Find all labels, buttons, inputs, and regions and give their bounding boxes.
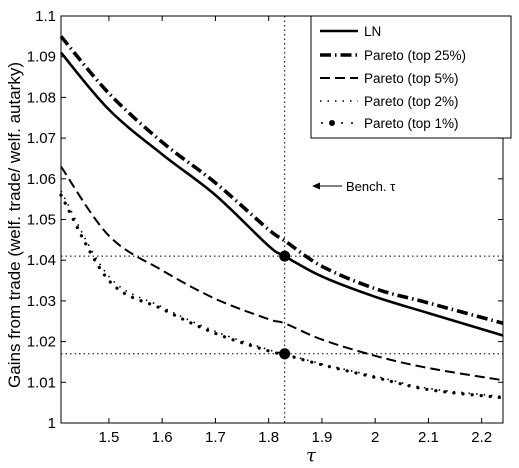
legend-swatch-top1-dot xyxy=(351,122,353,124)
y-tick-label: 1.07 xyxy=(27,130,56,147)
x-tick-label: 1.6 xyxy=(152,429,173,446)
y-tick-label: 1.1 xyxy=(35,8,56,25)
x-tick-label: 1.8 xyxy=(258,429,279,446)
x-tick-label: 1.7 xyxy=(205,429,226,446)
x-tick-label: 2.1 xyxy=(418,429,439,446)
series-line-0 xyxy=(60,51,504,337)
x-tick-label: 1.5 xyxy=(98,429,119,446)
legend-label-ln: LN xyxy=(364,24,381,39)
y-tick-label: 1.04 xyxy=(27,252,56,269)
legend-label-top2: Pareto (top 2%) xyxy=(364,94,459,109)
y-tick-label: 1.06 xyxy=(27,171,56,188)
y-tick-label: 1.08 xyxy=(27,89,56,106)
x-tick-label: 2 xyxy=(371,429,379,446)
y-tick-label: 1.02 xyxy=(27,334,56,351)
legend-label-top1: Pareto (top 1%) xyxy=(364,116,459,131)
y-tick-label: 1.03 xyxy=(27,293,56,310)
legend: LN Pareto (top 25%) Pareto (top 5%) Pare… xyxy=(310,15,512,139)
benchmark-marker xyxy=(279,348,291,360)
legend-swatch-top1-dot xyxy=(321,122,323,124)
x-axis-label: τ xyxy=(306,445,317,466)
bench-tau-label: Bench. τ xyxy=(346,179,396,194)
axis-ticks: 1.5 1.6 1.7 1.8 1.9 2 2.1 2.2 1 1.01 1.02 1.03 1.04 1… xyxy=(27,8,503,446)
y-axis-label: Gains from trade (welf. trade/ welf. aut… xyxy=(5,62,24,388)
benchmark-marker xyxy=(279,250,291,262)
legend-swatch-top1-dot xyxy=(341,122,343,124)
legend-label-top5: Pareto (top 5%) xyxy=(364,71,459,86)
x-tick-label: 2.2 xyxy=(471,429,492,446)
series-line-3 xyxy=(60,190,504,398)
bench-annotation: Bench. τ xyxy=(312,179,396,194)
plot-lines xyxy=(59,35,505,400)
series-line-1 xyxy=(59,35,504,326)
series-line-4 xyxy=(59,193,505,400)
series-line-2 xyxy=(60,166,504,382)
legend-swatch-top1-dot xyxy=(329,120,335,126)
bench-arrow-head xyxy=(312,182,320,190)
y-tick-label: 1.05 xyxy=(27,212,56,229)
x-tick-label: 1.9 xyxy=(312,429,333,446)
y-tick-label: 1.01 xyxy=(27,374,56,391)
benchmark-markers xyxy=(279,250,291,360)
y-tick-label: 1 xyxy=(48,415,56,432)
legend-label-top25: Pareto (top 25%) xyxy=(364,48,466,63)
y-tick-label: 1.09 xyxy=(27,49,56,66)
